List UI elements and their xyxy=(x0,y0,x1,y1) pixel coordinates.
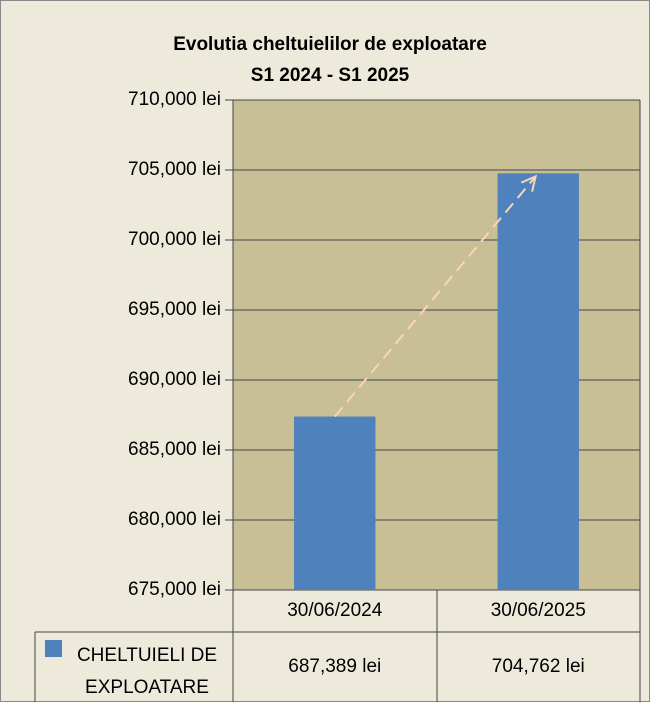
y-tick-label: 700,000 lei xyxy=(128,229,221,250)
trend-arrow-head xyxy=(520,174,538,192)
y-tick-label: 705,000 lei xyxy=(128,159,221,180)
y-tick-label: 675,000 lei xyxy=(128,579,221,600)
y-tick-label: 710,000 lei xyxy=(128,89,221,110)
y-tick-label: 680,000 lei xyxy=(128,509,221,530)
x-tick-label: 30/06/2024 xyxy=(287,600,383,621)
y-tick-label: 695,000 lei xyxy=(128,299,221,320)
legend-key xyxy=(45,640,62,657)
trend-arrow xyxy=(333,175,537,418)
bar xyxy=(294,416,376,590)
y-tick-label: 685,000 lei xyxy=(128,439,221,460)
y-tick-label: 690,000 lei xyxy=(128,369,221,390)
table-value: 704,762 lei xyxy=(492,656,585,677)
chart-title: Evolutia cheltuielilor de exploatare xyxy=(173,34,487,55)
x-tick-label: 30/06/2025 xyxy=(491,600,586,621)
table-value: 687,389 lei xyxy=(288,656,381,677)
legend-label: CHELTUIELI DE EXPLOATARE xyxy=(76,645,218,698)
bar xyxy=(497,173,579,590)
chart-subtitle: S1 2024 - S1 2025 xyxy=(251,65,410,86)
